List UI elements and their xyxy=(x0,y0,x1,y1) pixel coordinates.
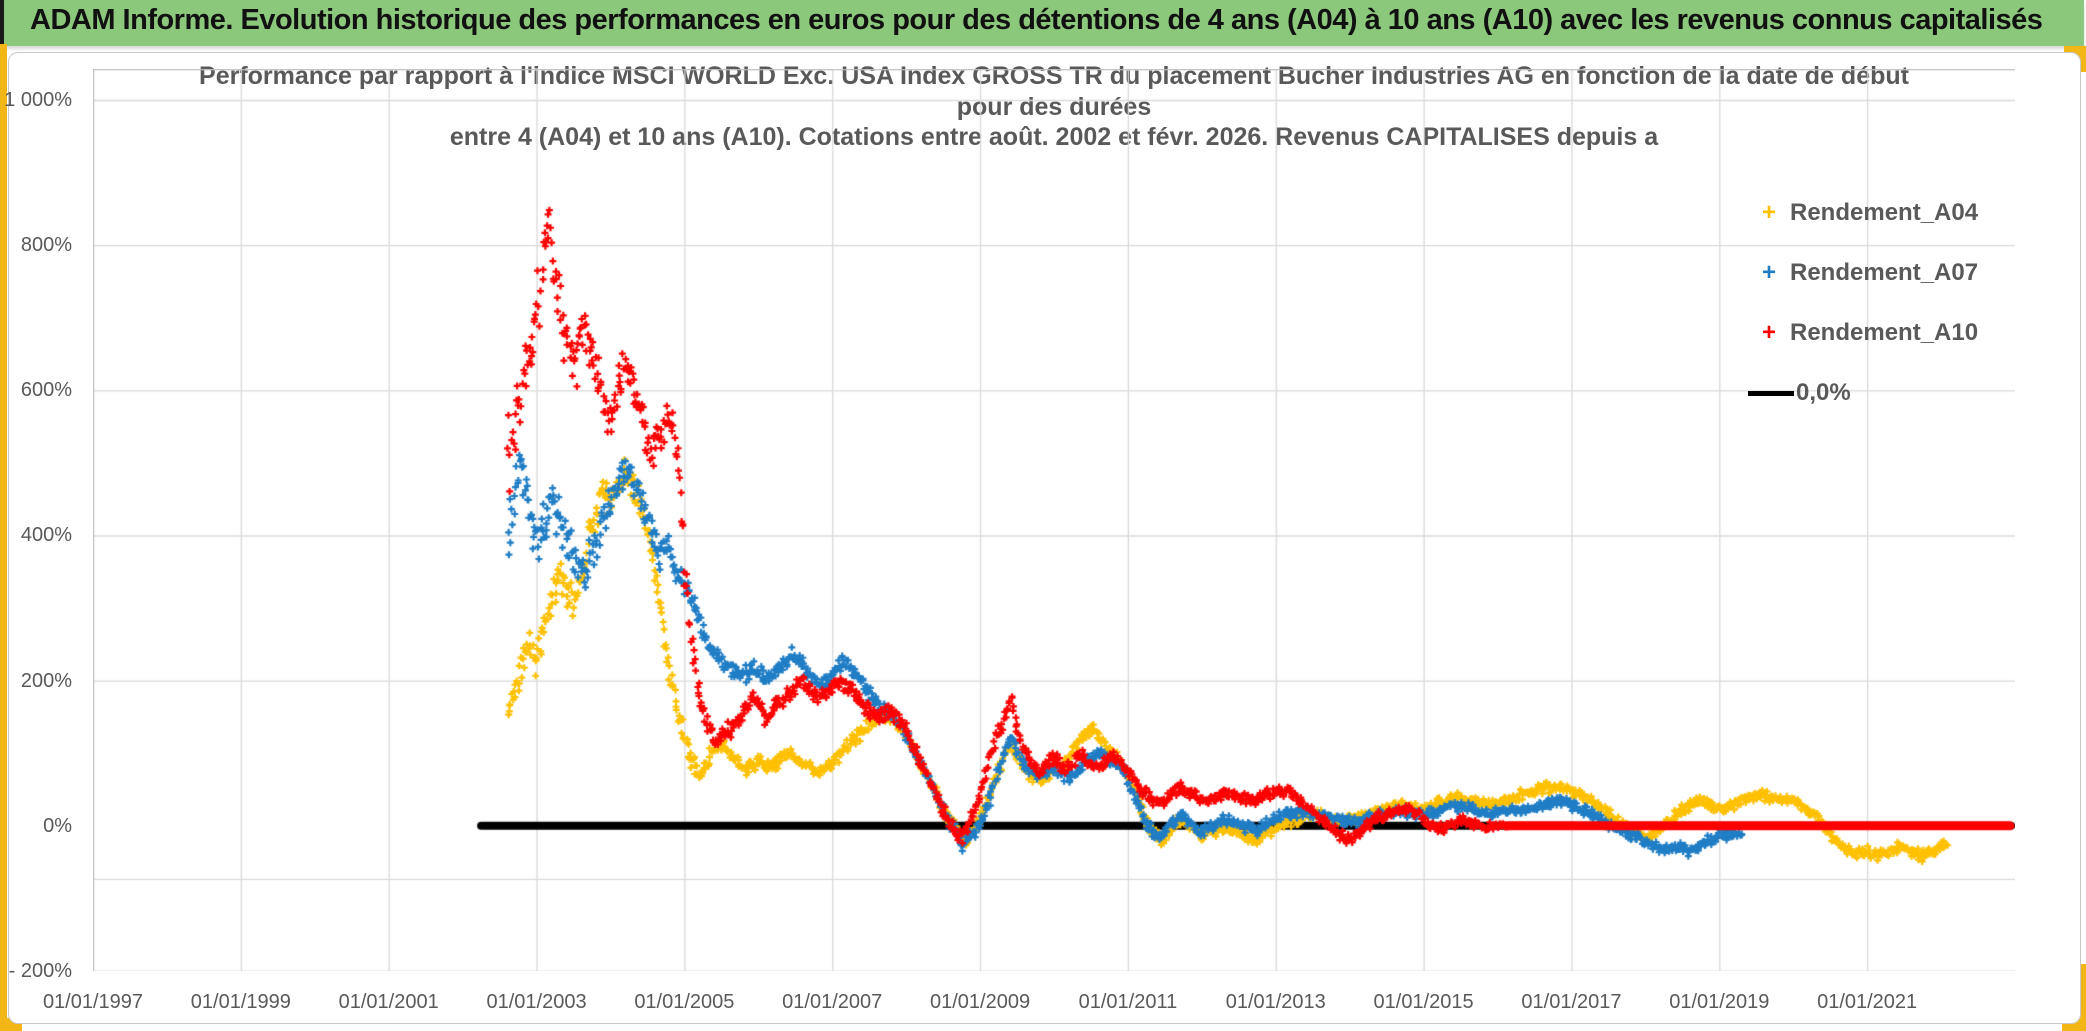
sheet-frame-bottom-right xyxy=(2062,1022,2086,1031)
x-tick-label: 01/01/2005 xyxy=(634,991,735,1013)
legend-label: Rendement_A04 xyxy=(1790,199,1979,226)
legend-label: Rendement_A07 xyxy=(1790,259,1979,286)
y-tick-label: 400% xyxy=(20,524,72,547)
x-tick-label: 01/01/2009 xyxy=(930,991,1031,1013)
x-tick-label: 01/01/2015 xyxy=(1373,991,1474,1013)
x-tick-label: 01/01/2011 xyxy=(1078,991,1178,1013)
x-tick-label: 01/01/2013 xyxy=(1225,991,1326,1013)
plus-marker-icon: + xyxy=(1761,259,1776,286)
header-bar: ADAM Informe. Evolution historique des p… xyxy=(0,0,2084,46)
legend-item-rendement-a04: + Rendement_A04 xyxy=(1748,196,1978,230)
x-tick-label: 01/01/1999 xyxy=(190,991,291,1013)
x-tick-label: 01/01/2017 xyxy=(1521,991,1622,1013)
x-tick-label: 01/01/1997 xyxy=(42,991,144,1013)
x-tick-label: 01/01/2007 xyxy=(782,991,883,1013)
sheet-frame-right xyxy=(2078,964,2086,1031)
y-tick-label: 1 000% xyxy=(4,89,72,111)
plus-marker-icon: + xyxy=(1761,199,1776,226)
zero-line-sample xyxy=(1748,390,1794,396)
x-tick-label: 01/01/2021 xyxy=(1817,991,1918,1013)
legend-label: Rendement_A10 xyxy=(1790,319,1979,346)
plot-area xyxy=(93,69,2015,971)
y-tick-label: 200% xyxy=(20,669,72,692)
x-tick-label: 01/01/2001 xyxy=(338,991,439,1013)
plus-marker-icon: + xyxy=(1761,319,1776,346)
legend-item-0-0-: 0,0% xyxy=(1748,376,1851,410)
x-tick-label: 01/01/2003 xyxy=(486,991,587,1013)
sheet-frame-left xyxy=(0,44,7,1031)
header-title: ADAM Informe. Evolution historique des p… xyxy=(30,4,2043,36)
x-tick-label: 01/01/2019 xyxy=(1669,991,1770,1013)
y-tick-label: - 200% xyxy=(8,959,72,982)
legend-item-rendement-a07: + Rendement_A07 xyxy=(1748,256,1978,290)
legend-label: 0,0% xyxy=(1796,379,1851,406)
y-tick-label: 800% xyxy=(20,234,72,257)
legend-item-rendement-a10: + Rendement_A10 xyxy=(1748,316,1978,350)
y-tick-label: 0% xyxy=(43,814,72,837)
y-tick-label: 600% xyxy=(20,379,72,402)
